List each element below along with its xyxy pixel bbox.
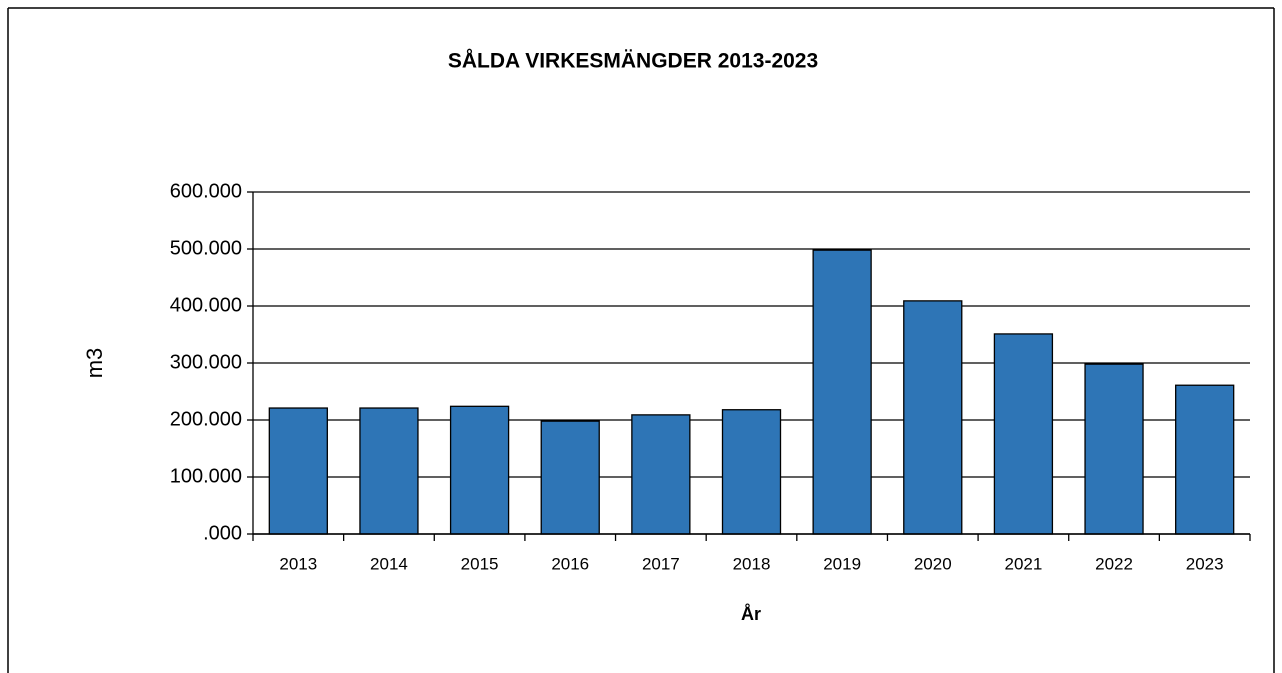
x-tick-label: 2017 bbox=[642, 554, 680, 573]
chart-title: SÅLDA VIRKESMÄNGDER 2013-2023 bbox=[448, 49, 818, 73]
x-axis-label: År bbox=[741, 604, 761, 624]
y-tick-label: 500.000 bbox=[170, 237, 242, 259]
bar bbox=[1084, 363, 1144, 535]
x-tick-label: 2016 bbox=[551, 554, 589, 573]
x-tick-label: 2014 bbox=[370, 554, 408, 573]
bar bbox=[903, 300, 963, 535]
y-tick-label: 400.000 bbox=[170, 294, 242, 316]
y-tick-label: .000 bbox=[203, 522, 242, 544]
y-tick-label: 300.000 bbox=[170, 351, 242, 373]
x-tick-label: 2021 bbox=[1004, 554, 1042, 573]
bar bbox=[359, 407, 419, 535]
x-tick-label: 2015 bbox=[461, 554, 499, 573]
bar bbox=[812, 249, 872, 535]
x-tick-label: 2019 bbox=[823, 554, 861, 573]
y-tick-label: 200.000 bbox=[170, 408, 242, 430]
y-tick-label: 600.000 bbox=[170, 180, 242, 202]
y-tick-label: 100.000 bbox=[170, 465, 242, 487]
x-tick-label: 2013 bbox=[279, 554, 317, 573]
x-tick-label: 2022 bbox=[1095, 554, 1133, 573]
x-tick-label: 2020 bbox=[914, 554, 952, 573]
bar bbox=[993, 333, 1054, 535]
bar bbox=[631, 414, 691, 535]
bar bbox=[540, 420, 600, 535]
x-tick-label: 2023 bbox=[1186, 554, 1224, 573]
bar bbox=[1175, 384, 1235, 535]
bar bbox=[721, 409, 782, 535]
bar bbox=[268, 407, 328, 535]
x-tick-label: 2018 bbox=[733, 554, 771, 573]
bar bbox=[449, 405, 510, 535]
y-axis-label: m3 bbox=[82, 348, 107, 379]
